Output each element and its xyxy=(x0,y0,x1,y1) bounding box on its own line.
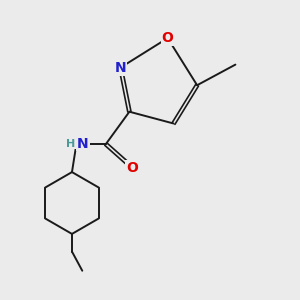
Text: N: N xyxy=(115,61,126,75)
Text: N: N xyxy=(77,136,89,151)
Text: O: O xyxy=(162,31,174,45)
Text: O: O xyxy=(126,161,138,175)
Text: H: H xyxy=(67,139,76,148)
